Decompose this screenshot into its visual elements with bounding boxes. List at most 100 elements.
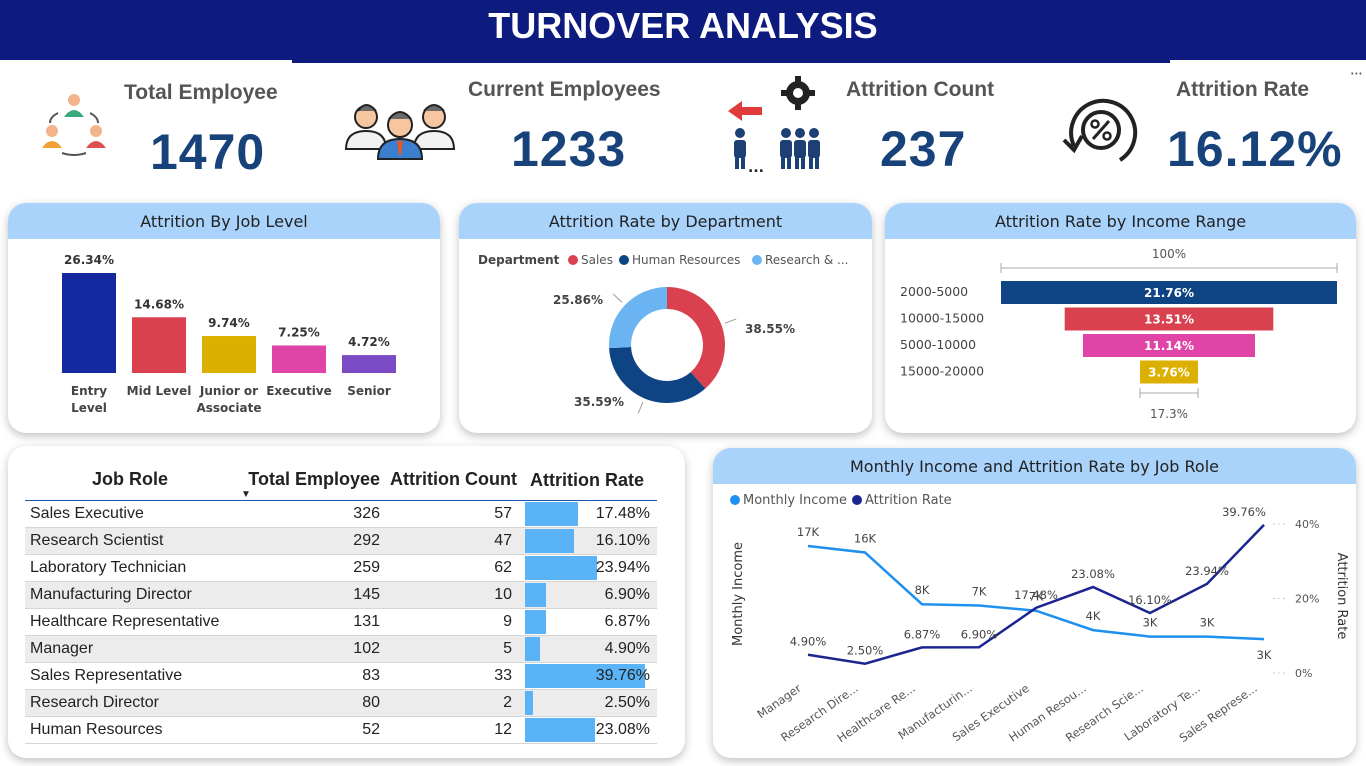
kpi-total-employee: Total Employee 1470	[0, 63, 320, 193]
monthly-title: Monthly Income and Attrition Rate by Job…	[713, 448, 1356, 484]
attrition-rate-line[interactable]	[807, 524, 1265, 665]
income-range-card[interactable]: Attrition Rate by Income Range 100% 2000-…	[885, 203, 1356, 433]
attrition-point-label: 6.87%	[904, 627, 941, 641]
cell-attrition-rate: 4.90%	[525, 636, 652, 662]
legend-attrition[interactable]: Attrition Rate	[865, 493, 952, 508]
table-row[interactable]: Manufacturing Director 145 10 6.90%	[25, 582, 657, 609]
table-row[interactable]: Sales Representative 83 33 39.76%	[25, 663, 657, 690]
attrition-rate-text: 17.48%	[595, 505, 650, 522]
table-row[interactable]: Manager 102 5 4.90%	[25, 636, 657, 663]
legend-dot-1	[619, 255, 629, 265]
cell-attrition-rate: 16.10%	[525, 528, 652, 554]
employees-group-icon	[344, 104, 456, 160]
job-level-bar[interactable]	[202, 336, 256, 373]
department-legend-title: Department	[478, 253, 560, 267]
cell-attrition-count: 5	[503, 640, 512, 657]
job-level-card[interactable]: Attrition By Job Level 26.34% Entry Level 1…	[8, 203, 440, 433]
cell-attrition-count: 10	[494, 586, 512, 603]
income-point-label: 7K	[972, 585, 987, 599]
department-slice[interactable]	[667, 287, 725, 389]
cell-attrition-rate: 6.90%	[525, 582, 652, 608]
cell-attrition-count: 57	[494, 505, 512, 522]
header-total-employee[interactable]: Total Employee	[248, 469, 380, 489]
cell-attrition-rate: 2.50%	[525, 690, 652, 716]
job-level-value-label: 26.34%	[64, 253, 114, 267]
job-level-bar[interactable]	[132, 317, 186, 373]
x-axis-category-label: Manager	[754, 681, 804, 722]
income-range-category-label: 5000-10000	[900, 337, 976, 352]
department-slice[interactable]	[609, 287, 667, 349]
legend-income[interactable]: Monthly Income	[743, 493, 847, 508]
header-attrition-count[interactable]: Attrition Count	[390, 469, 517, 489]
attrition-rate-text: 6.87%	[604, 613, 650, 630]
cell-job-role: Sales Representative	[30, 667, 183, 684]
monthly-card[interactable]: Monthly Income and Attrition Rate by Job…	[713, 448, 1356, 758]
table-row[interactable]: Human Resources 52 12 23.08%	[25, 717, 657, 744]
attrition-rate-text: 39.76%	[595, 667, 650, 684]
attrition-rate-text: 4.90%	[604, 640, 650, 657]
monthly-income-line[interactable]	[807, 544, 1265, 641]
header-bar: TURNOVER ANALYSIS	[0, 0, 1366, 63]
table-row[interactable]: Research Director 80 2 2.50%	[25, 690, 657, 717]
department-slice-label: 38.55%	[745, 322, 795, 336]
header-attrition-rate[interactable]: Attrition Rate	[530, 470, 644, 490]
attrition-point-label: 23.94%	[1185, 564, 1229, 578]
cell-job-role: Healthcare Representative	[30, 613, 220, 630]
kpi-attrition-value: 237	[880, 121, 967, 177]
monthly-chart[interactable]: Monthly Income Attrition Rate Monthly Inco…	[713, 484, 1356, 758]
attrition-point-label: 17.48%	[1014, 588, 1058, 602]
job-level-chart[interactable]: 26.34% Entry Level 14.68% Mid Level 9.74% Juni…	[8, 239, 440, 433]
header-underline	[292, 59, 1170, 63]
table-header: Job Role Total Employee Attrition Count …	[25, 459, 657, 501]
income-range-bar[interactable]	[1001, 281, 1337, 304]
cell-attrition-rate: 23.08%	[525, 717, 652, 743]
kpi-attrition-label: Attrition Count	[846, 78, 995, 101]
department-legend-item[interactable]: Human Resources	[632, 253, 740, 267]
job-level-value-label: 7.25%	[278, 325, 320, 339]
attrition-point-label: 4.90%	[790, 635, 827, 649]
department-slice-label: 35.59%	[574, 395, 624, 409]
job-role-table[interactable]: Job Role Total Employee Attrition Count …	[25, 459, 657, 744]
kpi-total-value: 1470	[150, 124, 266, 180]
job-level-bar[interactable]	[342, 355, 396, 373]
slice-leader-line	[637, 401, 644, 414]
cell-attrition-rate: 39.76%	[525, 663, 652, 689]
income-range-category-label: 15000-20000	[900, 364, 984, 379]
attrition-rate-databar	[525, 556, 598, 580]
income-range-bar[interactable]	[1082, 334, 1256, 357]
income-range-title: Attrition Rate by Income Range	[885, 203, 1356, 239]
legend-dot-income	[730, 495, 740, 505]
job-level-value-label: 14.68%	[134, 297, 184, 311]
department-slice[interactable]	[609, 346, 706, 403]
income-range-bar[interactable]	[1064, 307, 1274, 331]
sort-desc-icon[interactable]: ▼	[241, 489, 251, 500]
cell-attrition-count: 62	[494, 559, 512, 576]
job-level-bar[interactable]	[62, 273, 116, 373]
department-card[interactable]: Attrition Rate by Department Department S…	[459, 203, 872, 433]
department-chart[interactable]: Department Sales Human Resources Research &…	[459, 239, 872, 433]
attrition-rate-databar	[525, 610, 546, 634]
income-point-label: 8K	[915, 583, 930, 597]
income-range-chart[interactable]: 100% 2000-5000 21.76% 10000-15000 13.51% 5000…	[885, 239, 1356, 433]
legend-dot-0	[568, 255, 578, 265]
attrition-rate-databar	[525, 529, 574, 553]
table-row[interactable]: Research Scientist 292 47 16.10%	[25, 528, 657, 555]
cell-total-employee: 292	[353, 532, 380, 549]
more-options-icon[interactable]: ···	[1349, 64, 1363, 83]
table-row[interactable]: Laboratory Technician 259 62 23.94%	[25, 555, 657, 582]
header-job-role[interactable]: Job Role	[91, 469, 168, 489]
income-point-label: 3K	[1257, 648, 1272, 662]
income-range-bar[interactable]	[1139, 360, 1199, 384]
income-range-value-label: 13.51%	[1144, 313, 1194, 327]
department-legend-item[interactable]: Sales	[581, 253, 613, 267]
attrition-point-label: 16.10%	[1128, 593, 1172, 607]
attrition-rate-text: 16.10%	[595, 532, 650, 549]
table-row[interactable]: Sales Executive 326 57 17.48%	[25, 501, 657, 528]
table-row[interactable]: Healthcare Representative 131 9 6.87%	[25, 609, 657, 636]
job-level-bar[interactable]	[272, 345, 326, 373]
department-legend-item[interactable]: Research & ...	[765, 253, 848, 267]
cell-attrition-count: 9	[503, 613, 512, 630]
y-axis-right-title: Attrition Rate	[1334, 553, 1349, 640]
cell-attrition-rate: 6.87%	[525, 609, 652, 635]
cell-job-role: Research Director	[30, 694, 159, 711]
